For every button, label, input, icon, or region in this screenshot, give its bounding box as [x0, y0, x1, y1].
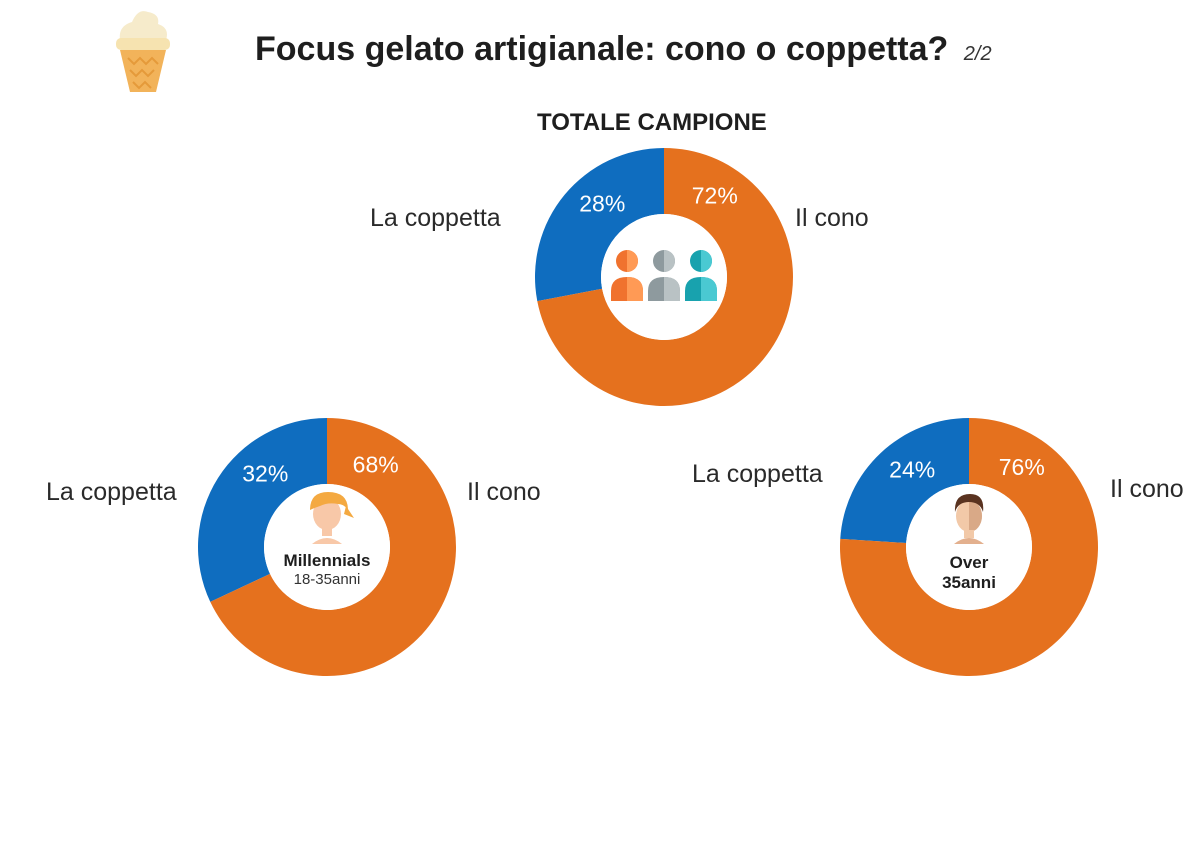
center-label-millennials-title: Millennials	[283, 551, 371, 570]
page-title-text: Focus gelato artigianale: cono o coppett…	[255, 30, 949, 68]
page-indicator: 2/2	[963, 43, 992, 65]
value-label-coppetta-over35: 24%	[889, 457, 935, 483]
group-of-people-icon	[611, 250, 717, 301]
legend-label-cono-totale: Il cono	[795, 204, 869, 232]
page-title: Focus gelato artigianale: cono o coppett…	[255, 30, 992, 69]
donut-slice-coppetta-millennials	[198, 418, 327, 602]
legend-label-cono-millennials: Il cono	[467, 478, 541, 506]
center-label-over35-age: 35anni	[942, 573, 996, 592]
center-label-over35-title: Over	[949, 553, 989, 572]
center-label-over35: Over 35anni	[919, 553, 1019, 593]
chart-title-totale: TOTALE CAMPIONE	[537, 109, 767, 136]
legend-label-coppetta-totale: La coppetta	[370, 204, 501, 232]
value-label-coppetta-millennials: 32%	[242, 460, 288, 486]
donut-chart-over35: 24% 76%	[840, 418, 1098, 676]
donut-slice-cono-totale	[537, 148, 793, 406]
legend-label-coppetta-millennials: La coppetta	[46, 478, 177, 506]
donut-slice-coppetta-totale	[535, 148, 664, 302]
center-label-millennials: Millennials 18-35anni	[257, 551, 397, 588]
donut-chart-millennials: 32% 68%	[198, 418, 456, 676]
donut-slice-cono-over35	[840, 418, 1098, 676]
value-label-cono-totale: 72%	[692, 183, 738, 209]
value-label-cono-millennials: 68%	[353, 451, 399, 477]
adult-man-icon	[954, 494, 984, 544]
legend-label-cono-over35: Il cono	[1110, 475, 1184, 503]
donut-hole	[264, 484, 390, 610]
ice-cream-cone-icon	[116, 11, 170, 92]
donut-slice-cono-millennials	[210, 418, 456, 676]
donut-slice-coppetta-over35	[840, 418, 969, 544]
legend-label-coppetta-over35: La coppetta	[692, 460, 823, 488]
young-person-icon	[310, 492, 354, 544]
donut-chart-totale: 28% 72%	[535, 148, 793, 406]
center-label-millennials-age: 18-35anni	[293, 571, 361, 588]
value-label-cono-over35: 76%	[999, 454, 1045, 480]
value-label-coppetta-totale: 28%	[579, 190, 625, 216]
donut-hole	[906, 484, 1032, 610]
